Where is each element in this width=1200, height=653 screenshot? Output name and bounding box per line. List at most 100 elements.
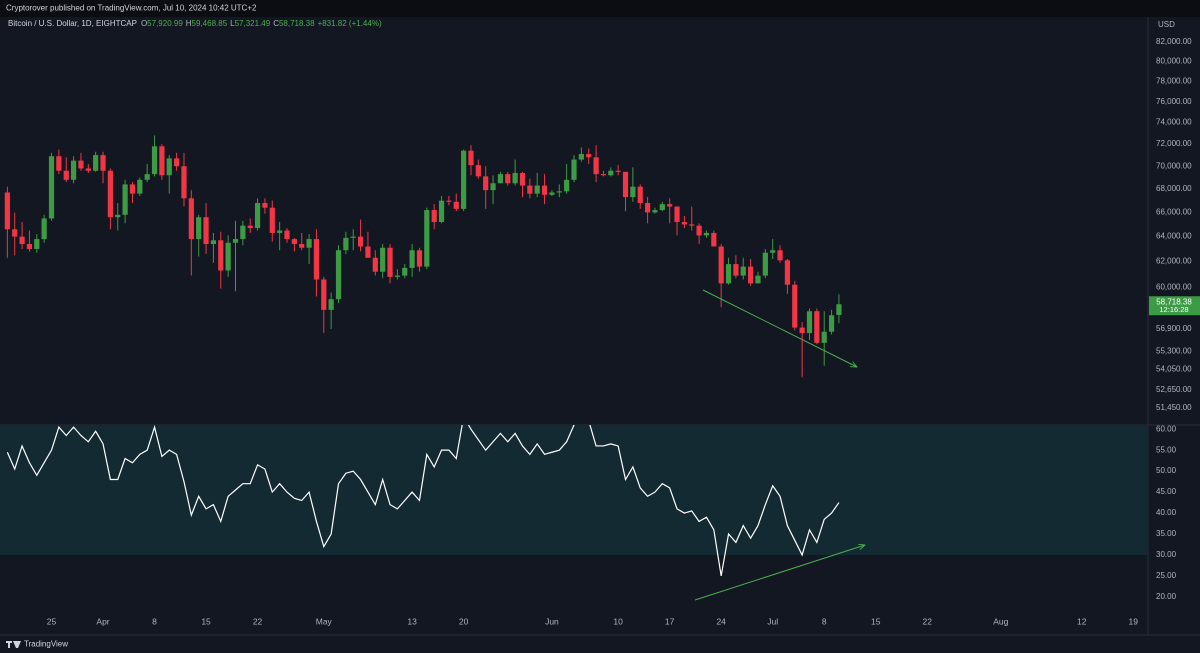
candle-body bbox=[777, 250, 783, 261]
x-tick-label: 25 bbox=[47, 616, 57, 626]
countdown: 12:16:28 bbox=[1159, 305, 1188, 314]
x-tick-label: 15 bbox=[201, 616, 211, 626]
candle-body bbox=[549, 192, 555, 195]
candle-body bbox=[821, 331, 827, 343]
candle-body bbox=[424, 210, 430, 267]
x-tick-label: Jul bbox=[767, 616, 778, 626]
candle-body bbox=[394, 275, 400, 277]
candle-body bbox=[696, 225, 702, 236]
candle-body bbox=[78, 160, 84, 169]
candle-body bbox=[284, 230, 290, 240]
currency: USD bbox=[1158, 20, 1175, 29]
candle-body bbox=[578, 153, 584, 160]
candle-body bbox=[41, 218, 47, 240]
candle-body bbox=[144, 174, 150, 180]
candle-body bbox=[453, 201, 459, 209]
candle-body bbox=[814, 311, 820, 343]
publisher: Cryptorover published on TradingView.com… bbox=[6, 4, 257, 13]
ohlc-value: 58,718.38 bbox=[279, 19, 315, 28]
candle-body bbox=[748, 266, 754, 284]
candle-body bbox=[26, 244, 33, 249]
y-tick-label: 40.00 bbox=[1156, 508, 1177, 517]
candle-body bbox=[115, 214, 121, 218]
candle-body bbox=[806, 311, 813, 334]
candle-body bbox=[70, 160, 77, 180]
y-tick-label: 72,000.00 bbox=[1156, 139, 1192, 148]
y-tick-label: 52,650.00 bbox=[1156, 385, 1192, 394]
candle-body bbox=[12, 229, 18, 237]
candle-body bbox=[262, 202, 268, 208]
x-tick-label: 13 bbox=[407, 616, 417, 626]
candle-body bbox=[365, 246, 371, 258]
rsi-pane bbox=[0, 425, 1148, 577]
x-tick-label: 19 bbox=[1129, 616, 1139, 626]
candle-body bbox=[718, 246, 724, 284]
ohlc-key: H bbox=[186, 19, 192, 28]
rsi-line bbox=[6, 425, 840, 577]
x-tick-label: Aug bbox=[993, 616, 1008, 626]
candle-body bbox=[122, 184, 128, 215]
candle-body bbox=[321, 279, 327, 310]
x-tick-label: 22 bbox=[253, 616, 263, 626]
candle-body bbox=[218, 240, 224, 271]
candle-body bbox=[335, 250, 342, 300]
candle-body bbox=[203, 217, 209, 245]
tv-logo bbox=[6, 641, 21, 648]
y-tick-label: 55.00 bbox=[1156, 445, 1177, 454]
candle-body bbox=[19, 236, 25, 245]
candle-body bbox=[93, 155, 99, 171]
trend-line bbox=[694, 545, 865, 601]
y-tick-label: 54,050.00 bbox=[1156, 364, 1192, 373]
candle-body bbox=[483, 176, 489, 191]
candle-body bbox=[56, 156, 62, 171]
y-tick-label: 82,000.00 bbox=[1156, 37, 1192, 46]
ohlc-value: 59,468.85 bbox=[192, 19, 228, 28]
candle-body bbox=[652, 210, 658, 213]
y-tick-label: 30.00 bbox=[1156, 550, 1177, 559]
candle-body bbox=[762, 252, 768, 276]
y-tick-label: 55,300.00 bbox=[1156, 346, 1192, 355]
y-tick-label: 50.00 bbox=[1156, 466, 1177, 475]
candle-body bbox=[740, 266, 746, 276]
y-tick-label: 76,000.00 bbox=[1156, 97, 1192, 106]
candle-body bbox=[733, 264, 739, 276]
candle-body bbox=[380, 247, 386, 272]
candle-body bbox=[725, 264, 732, 284]
y-tick-label: 74,000.00 bbox=[1156, 118, 1192, 127]
candle-body bbox=[107, 170, 113, 218]
x-tick-label: 22 bbox=[922, 616, 932, 626]
candle-body bbox=[85, 168, 91, 171]
candle-body bbox=[468, 150, 474, 166]
candle-body bbox=[505, 174, 511, 184]
candle-body bbox=[681, 222, 687, 225]
candle-body bbox=[188, 198, 194, 240]
ohlc-value: 57,321.49 bbox=[235, 19, 271, 28]
y-tick-label: 66,000.00 bbox=[1156, 208, 1192, 217]
header-bar bbox=[0, 0, 1200, 17]
y-tick-label: 68,000.00 bbox=[1156, 184, 1192, 193]
candle-body bbox=[711, 232, 717, 247]
x-tick-label: Jun bbox=[545, 616, 559, 626]
candle-body bbox=[313, 239, 320, 280]
candle-body bbox=[100, 155, 106, 171]
y-tick-label: 25.00 bbox=[1156, 571, 1177, 580]
y-tick-label: 56,900.00 bbox=[1156, 324, 1192, 333]
candle-body bbox=[291, 239, 297, 245]
candle-body bbox=[784, 260, 791, 285]
y-tick-label: 70,000.00 bbox=[1156, 161, 1192, 170]
brand: TradingView bbox=[24, 640, 68, 649]
candle-body bbox=[247, 225, 253, 229]
candle-body bbox=[755, 275, 761, 284]
rsi-band bbox=[0, 425, 1148, 555]
candle-body bbox=[277, 230, 283, 233]
candle-body bbox=[630, 186, 636, 198]
candle-body bbox=[166, 158, 172, 176]
candle-body bbox=[703, 232, 710, 236]
change: +831.82 (+1.44%) bbox=[318, 19, 382, 28]
candle-body bbox=[240, 225, 246, 240]
ohlc-key: C bbox=[273, 19, 279, 28]
x-tick-label: 20 bbox=[459, 616, 469, 626]
candle-body bbox=[637, 186, 643, 203]
candle-body bbox=[63, 170, 69, 180]
